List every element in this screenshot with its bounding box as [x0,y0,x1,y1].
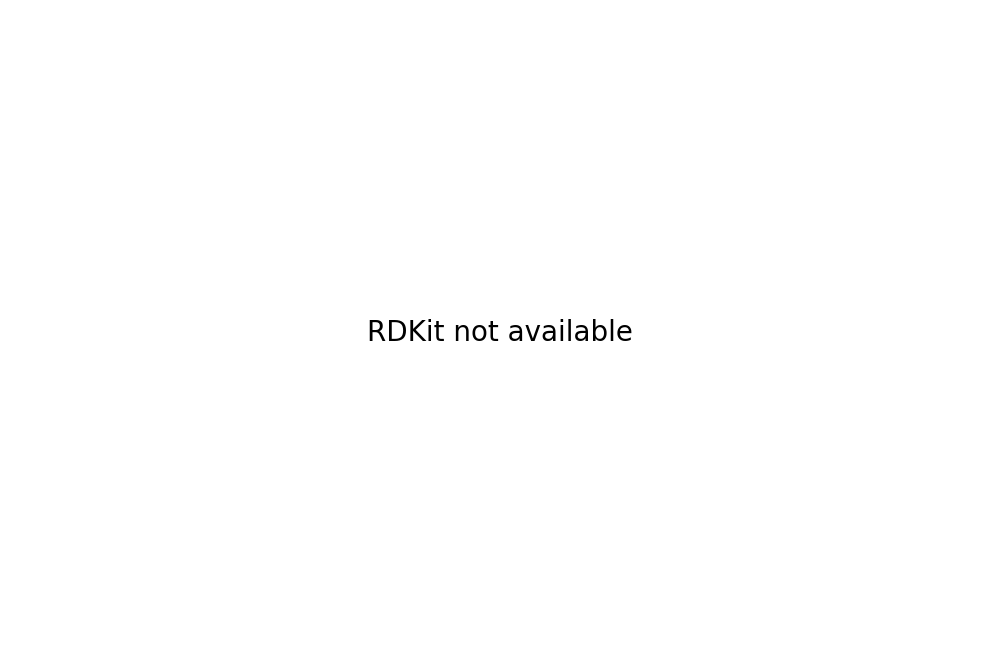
Text: RDKit not available: RDKit not available [367,319,633,347]
